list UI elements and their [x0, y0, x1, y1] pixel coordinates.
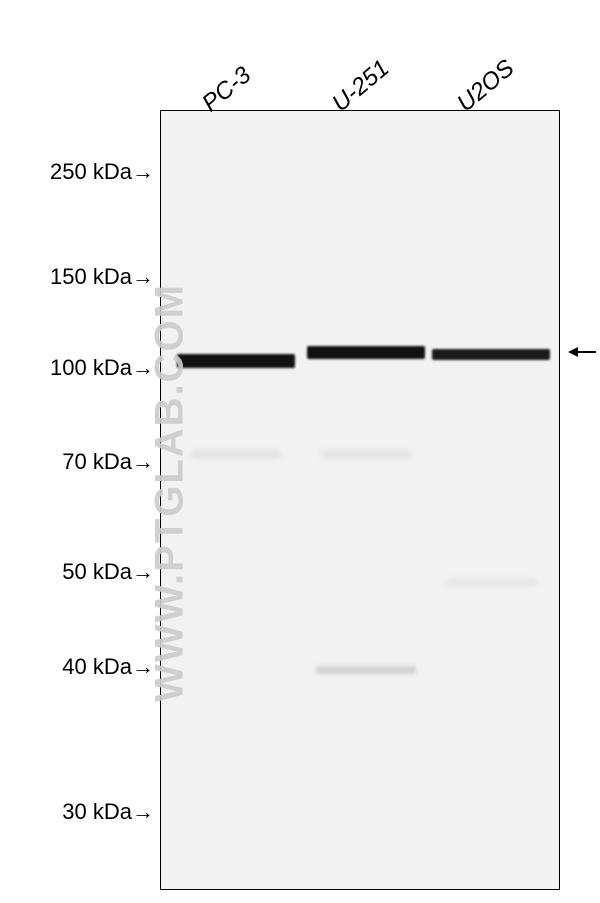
band — [321, 451, 411, 458]
lane-label: U-251 — [327, 55, 395, 118]
lane-label: PC-3 — [197, 61, 257, 118]
arrow-right-icon: → — [132, 799, 154, 825]
mw-marker-label: 40 kDa→ — [0, 654, 154, 680]
lane — [431, 111, 551, 889]
target-band-arrow — [568, 344, 598, 365]
mw-marker-label: 100 kDa→ — [0, 355, 154, 381]
mw-marker-label: 30 kDa→ — [0, 799, 154, 825]
arrow-right-icon: → — [132, 159, 154, 185]
mw-marker-label: 250 kDa→ — [0, 159, 154, 185]
mw-marker-text: 30 kDa — [62, 799, 132, 824]
arrow-right-icon: → — [132, 654, 154, 680]
arrow-right-icon: → — [132, 449, 154, 475]
mw-marker-label: 50 kDa→ — [0, 559, 154, 585]
lane-labels-region: PC-3U-251U2OS — [0, 0, 600, 110]
arrow-right-icon: → — [132, 264, 154, 290]
band — [446, 579, 536, 586]
band — [316, 666, 416, 674]
mw-marker-text: 150 kDa — [50, 264, 132, 289]
arrow-right-icon: → — [132, 559, 154, 585]
blot-membrane — [160, 110, 560, 890]
lane-label: U2OS — [452, 55, 520, 118]
band — [177, 354, 295, 368]
lane — [176, 111, 296, 889]
mw-marker-text: 70 kDa — [62, 449, 132, 474]
mw-marker-text: 250 kDa — [50, 159, 132, 184]
band — [191, 451, 281, 458]
arrow-right-icon: → — [132, 355, 154, 381]
mw-marker-label: 150 kDa→ — [0, 264, 154, 290]
band — [432, 349, 550, 360]
mw-marker-text: 100 kDa — [50, 355, 132, 380]
mw-marker-text: 40 kDa — [62, 654, 132, 679]
mw-marker-text: 50 kDa — [62, 559, 132, 584]
mw-marker-label: 70 kDa→ — [0, 449, 154, 475]
lane — [306, 111, 426, 889]
arrow-left-icon — [568, 344, 598, 360]
band — [307, 346, 425, 359]
blot-figure: PC-3U-251U2OS 250 kDa→150 kDa→100 kDa→70… — [0, 0, 600, 903]
